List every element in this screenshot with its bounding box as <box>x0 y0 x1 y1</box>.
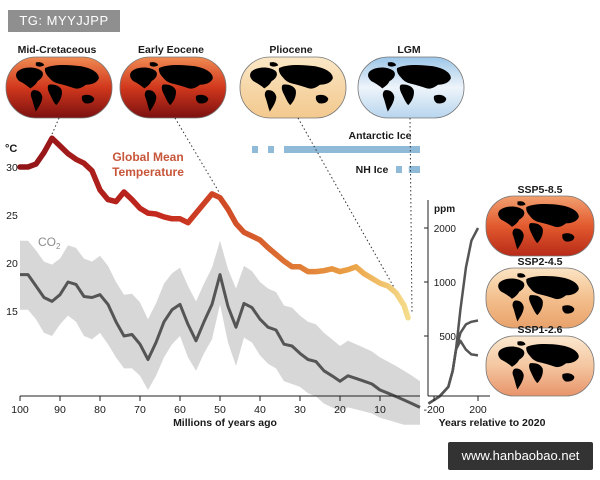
scenario-map-2: SSP2-4.5 <box>485 256 595 329</box>
map-connector-4 <box>409 117 413 314</box>
x-tick-label: 60 <box>174 404 186 416</box>
ice-sheet-bars <box>252 146 420 173</box>
co2-line <box>20 273 421 409</box>
era-map-label: LGM <box>397 44 421 56</box>
map-connector-3 <box>297 117 408 311</box>
ice-segment <box>284 146 420 153</box>
nh-ice-label: NH Ice <box>356 164 389 176</box>
era-map-4: LGM <box>357 44 465 119</box>
x-tick-label: 70 <box>134 404 146 416</box>
temperature-series-label: Global Mean Temperature <box>112 150 184 179</box>
x-tick-label: 50 <box>214 404 226 416</box>
x-tick-label: 100 <box>11 404 29 416</box>
co2-series-label: CO2 <box>38 235 61 251</box>
ppm-tick-label: 2000 <box>434 224 457 235</box>
era-map-2: Early Eocene <box>119 44 227 119</box>
telegram-watermark: TG: MYYJJPP <box>8 10 120 32</box>
ppm-tick-label: 500 <box>439 332 456 343</box>
era-map-label: Mid-Cretaceous <box>18 44 97 56</box>
era-map-label: Pliocene <box>269 44 312 56</box>
map-connector-1 <box>51 117 60 135</box>
ice-segment <box>252 146 258 153</box>
x-tick-label: 30 <box>294 404 306 416</box>
temperature-tick-label: 20 <box>6 258 18 270</box>
x-tick-label: 40 <box>254 404 266 416</box>
x-tick-label: 90 <box>54 404 66 416</box>
ppm-unit-label: ppm <box>434 204 455 215</box>
future-x-axis-title: Years relative to 2020 <box>439 417 546 429</box>
scenario-map-3: SSP1-2.6 <box>485 324 595 397</box>
future-x-tick-label: -200 <box>423 404 444 416</box>
co2-uncertainty-band <box>20 240 420 425</box>
temperature-unit-label: °C <box>5 143 17 155</box>
scenario-line-1 <box>427 227 480 405</box>
temperature-tick-label: 30 <box>6 162 18 174</box>
ice-segment <box>408 166 420 173</box>
scenario-line-3 <box>427 339 479 405</box>
site-url-badge: www.hanbaobao.net <box>448 442 593 470</box>
future-x-tick-label: 200 <box>469 404 487 416</box>
ice-segment <box>396 166 402 173</box>
ppm-tick-label: 1000 <box>434 278 457 289</box>
x-tick-label: 10 <box>374 404 386 416</box>
era-map-label: Early Eocene <box>138 44 204 56</box>
scenario-map-1: SSP5-8.5 <box>485 184 595 257</box>
antarctic-ice-label: Antarctic Ice <box>348 130 411 142</box>
temperature-tick-label: 25 <box>6 210 18 222</box>
x-axis-title: Millions of years ago <box>173 417 277 429</box>
era-map-3: Pliocene <box>239 44 347 119</box>
scenario-label: SSP2-4.5 <box>518 256 563 268</box>
map-connector-2 <box>174 117 221 194</box>
era-map-1: Mid-Cretaceous <box>5 44 113 119</box>
temperature-line <box>17 135 411 321</box>
scenario-label: SSP5-8.5 <box>518 184 563 196</box>
x-tick-label: 20 <box>334 404 346 416</box>
x-tick-label: 80 <box>94 404 106 416</box>
scenario-label: SSP1-2.6 <box>518 324 563 336</box>
ice-segment <box>268 146 274 153</box>
temperature-tick-label: 15 <box>6 306 18 318</box>
